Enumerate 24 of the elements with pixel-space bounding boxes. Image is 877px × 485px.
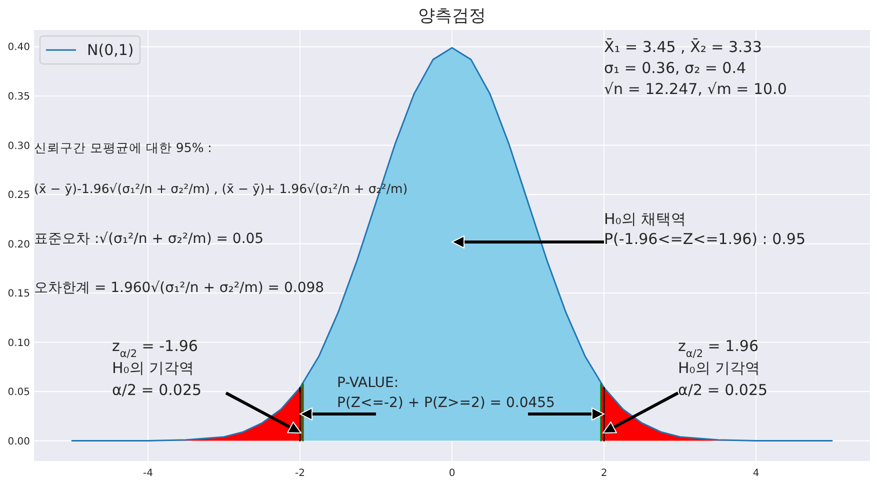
y-tick-label: 0.35	[8, 92, 30, 103]
annotation: 오차한계 = 1.960√(σ₁²/n + σ₂²/m) = 0.098	[34, 280, 324, 296]
x-tick-label: 0	[448, 468, 456, 479]
y-tick-label: 0.40	[8, 42, 30, 54]
y-tick-label: 0.25	[8, 190, 30, 202]
y-tick-label: 0.10	[8, 338, 30, 349]
annotation: H₀의 채택역 P(-1.96<=Z<=1.96) : 0.95	[604, 210, 806, 248]
x-tick-label: -4	[143, 468, 153, 479]
y-tick-label: 0.20	[8, 239, 30, 250]
x-tick-label: -2	[295, 468, 305, 479]
y-tick-label: 0.05	[8, 387, 30, 398]
y-tick-label: 0.00	[8, 436, 30, 448]
annotation: z$_{α/2}$ = -1.96 H₀의 기각역 α/2 = 0.025	[112, 337, 202, 399]
annotation: X̄₁ = 3.45 , X̄₂ = 3.33 σ₁ = 0.36, σ₂ = 0.4 √n = 12.247, √m = 10.0	[604, 37, 787, 98]
y-tick-label: 0.30	[8, 140, 30, 152]
chart-title: 양측검정	[418, 6, 486, 26]
annotation: P-VALUE: P(Z<=-2) + P(Z>=2) = 0.0455	[337, 375, 555, 411]
text: 신뢰구간 모평균에 대한 95% : (x̄ − ȳ)-1.96√(σ₁²/n + σ₂²/m) , (x̄ − ȳ)+ 1.96√(σ₁²/n + σ₂²/m)	[34, 140, 408, 196]
x-tick-label: 2	[600, 468, 608, 479]
annotation: 표준오차 :√(σ₁²/n + σ₂²/m) = 0.05	[34, 231, 264, 247]
x-tick-label: 4	[752, 468, 760, 479]
y-tick-label: 0.15	[8, 288, 30, 300]
legend-label: N(0,1)	[87, 41, 134, 59]
annotation: z$_{α/2}$ = 1.96 H₀의 기각역 α/2 = 0.025	[678, 337, 768, 399]
